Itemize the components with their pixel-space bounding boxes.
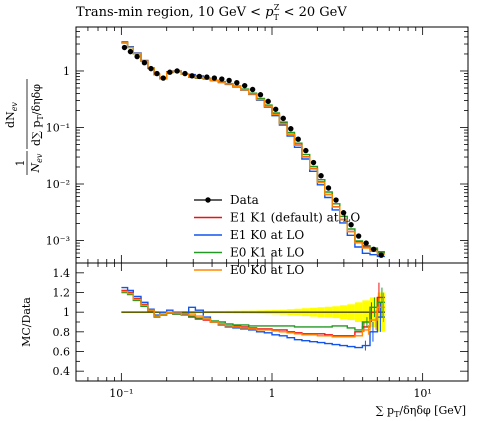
data-point [363, 240, 369, 246]
y-tick-label: 10⁻² [46, 178, 70, 191]
data-point [333, 197, 339, 203]
x-tick-label: 10¹ [413, 387, 431, 400]
data-point [141, 60, 148, 66]
data-point [127, 48, 134, 55]
data-point [340, 210, 347, 216]
data-point [280, 115, 286, 122]
data-point [241, 82, 248, 89]
data-point [121, 44, 128, 51]
legend: Data E1 K1 (default) at LO E1 K0 at LO E0 K… [194, 193, 360, 277]
data-point [265, 98, 271, 105]
y-tick-label: 10⁻¹ [46, 121, 70, 134]
data-point [348, 222, 354, 228]
data-point [234, 80, 240, 86]
data-point [174, 68, 180, 74]
data-point [204, 74, 210, 80]
data-point [288, 126, 294, 132]
mc-curves-main [121, 41, 385, 258]
data-point [134, 53, 140, 60]
legend-label: E1 K0 at LO [230, 228, 304, 242]
data-point [219, 76, 225, 82]
svg-text:dNev: dNev [4, 102, 19, 128]
svg-text:d∑ pT/δηδφ: d∑ pT/δηδφ [30, 84, 45, 146]
series-main-3 [121, 42, 385, 255]
data-point [160, 75, 166, 81]
data-point [273, 106, 279, 112]
legend-label: E0 K1 at LO [230, 246, 304, 260]
chart-title: Trans-min region, 10 GeV < pTZ < 20 GeV [76, 3, 347, 22]
data-point [154, 70, 160, 77]
data-point [310, 159, 317, 166]
ratio-y-axis-label: MC/Data [20, 297, 33, 347]
y-tick-label: 1 [63, 65, 70, 78]
data-point [378, 252, 384, 258]
y-tick-label: 10⁻³ [46, 235, 70, 248]
data-point [167, 69, 173, 75]
data-point [189, 73, 195, 79]
data-point [318, 173, 324, 179]
data-point [196, 73, 203, 80]
data-point [325, 185, 332, 191]
mc-curves-ratio [121, 282, 385, 351]
ratio-y-tick-label: 1.2 [53, 287, 71, 300]
legend-marker [205, 197, 211, 203]
ratio-y-tick-label: 0.6 [53, 346, 71, 359]
ratio-y-tick-label: 1.4 [53, 267, 71, 280]
data-point [148, 65, 154, 72]
legend-label: E1 K1 (default) at LO [230, 211, 360, 225]
main-y-axis-label: 1 Nev dNev d∑ pT/δηδφ [4, 79, 45, 175]
ratio-y-tick-label: 0.4 [53, 365, 71, 378]
data-point [355, 233, 362, 239]
data-point [226, 77, 232, 84]
data-point [211, 75, 218, 81]
series-ratio-3 [121, 290, 385, 338]
legend-label: E0 K0 at LO [230, 263, 304, 277]
ratio-panel-frame [75, 262, 469, 382]
svg-text:Nev: Nev [29, 153, 44, 173]
x-tick-label: 1 [269, 387, 276, 400]
ratio-y-tick-label: 0.8 [53, 326, 71, 339]
data-point [370, 246, 377, 252]
data-point [295, 136, 301, 142]
x-tick-label: 10⁻¹ [109, 387, 133, 400]
data-points [121, 44, 384, 258]
x-axis-label: ∑ pT/δηδφ [GeV] [376, 404, 466, 419]
axis-ticks [75, 26, 469, 381]
data-point [303, 147, 309, 154]
svg-text:1: 1 [14, 160, 27, 167]
data-point [249, 86, 256, 93]
legend-label: Data [230, 193, 259, 207]
data-point [257, 92, 264, 98]
ratio-y-tick-label: 1 [63, 306, 70, 319]
tick-labels: 1 10⁻¹ 10⁻² 10⁻³ 0.4 0.6 0.8 1 1.2 1.4 10⁻¹ 1 10¹ [46, 65, 432, 400]
data-point [182, 70, 188, 77]
